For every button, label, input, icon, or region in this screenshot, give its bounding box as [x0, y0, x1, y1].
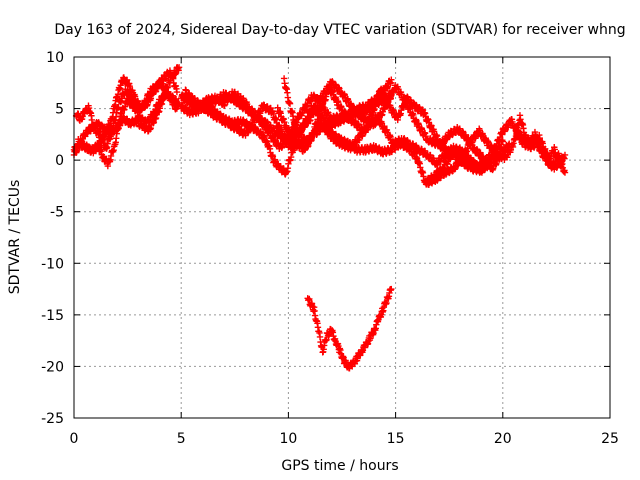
data-point-marker — [128, 91, 135, 99]
data-layer — [70, 63, 569, 372]
y-tick-label: -25 — [41, 411, 64, 427]
data-point-marker — [388, 76, 395, 83]
y-axis-label: SDTVAR / TECUs — [7, 180, 23, 295]
data-point-marker — [286, 100, 294, 107]
data-point-marker — [428, 122, 435, 129]
x-tick-label: 0 — [70, 431, 79, 447]
series-arc-13 — [304, 285, 395, 372]
data-point-marker — [175, 64, 183, 71]
data-point-marker — [316, 111, 324, 118]
axis-layer: 0 5 10 15 20 25 -25 -20 -15 -10 -5 0 5 10 — [41, 50, 619, 447]
y-tick-label: 5 — [55, 102, 64, 118]
x-tick-label: 5 — [177, 431, 186, 447]
y-tick-label: 0 — [55, 153, 64, 169]
y-tick-label: -10 — [41, 256, 64, 272]
series-arc-4 — [75, 89, 183, 170]
series-arc-12 — [512, 124, 569, 170]
data-point-marker — [276, 122, 283, 129]
y-tick-label: -5 — [50, 205, 64, 221]
x-tick-label: 10 — [279, 431, 297, 447]
data-point-marker — [173, 88, 181, 96]
x-tick-label: 15 — [387, 431, 405, 447]
data-point-marker — [123, 76, 131, 84]
chart-title: Day 163 of 2024, Sidereal Day-to-day VTE… — [54, 22, 625, 38]
y-tick-label: -20 — [41, 359, 64, 375]
x-tick-label: 25 — [601, 431, 619, 447]
data-point-marker — [269, 153, 277, 160]
data-point-marker — [164, 83, 172, 91]
x-axis-label: GPS time / hours — [281, 458, 398, 474]
x-tick-label: 20 — [494, 431, 512, 447]
y-tick-label: -15 — [41, 308, 64, 324]
y-tick-label: 10 — [46, 50, 64, 66]
